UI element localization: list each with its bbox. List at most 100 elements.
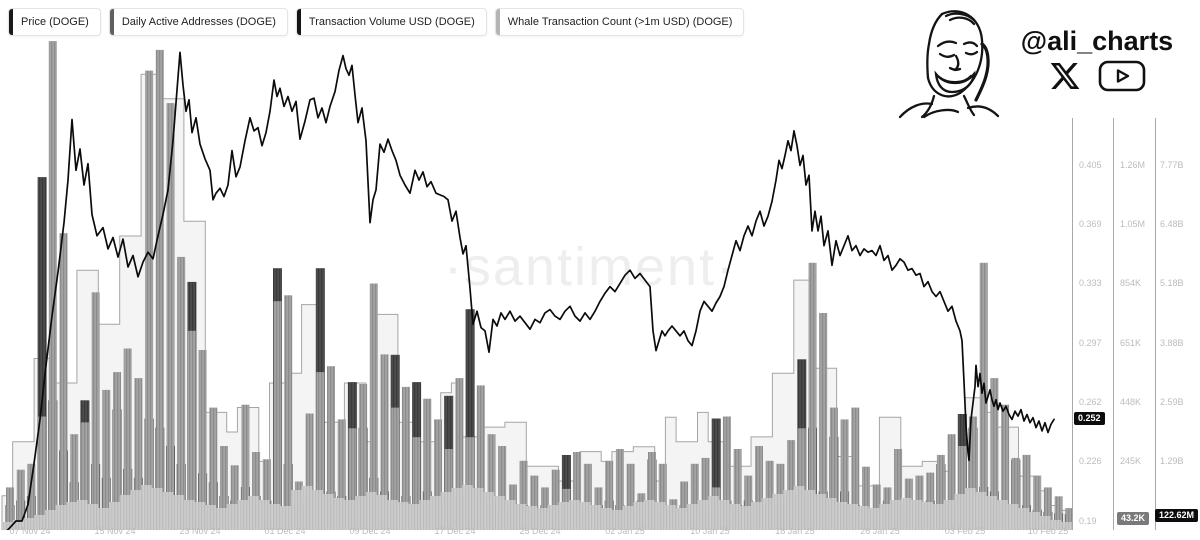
addresses-bar [733,449,742,530]
addresses-bar [829,407,838,530]
branding-block: @ali_charts [894,2,1194,120]
axis-tick-label: 245K [1120,456,1142,466]
axis-tick-label: 0.297 [1079,338,1102,348]
date-label: 10 Feb 25 [1027,526,1069,536]
addresses-bar [808,262,817,530]
axis-tick-label: 651K [1120,338,1142,348]
addresses-bar [1001,404,1010,530]
addresses-bar [220,446,228,530]
legend-button-1[interactable]: Daily Active Addresses (DOGE) [108,8,288,36]
bottom-band-area [2,485,1072,530]
addresses-bar [327,366,335,530]
date-label: 03 Feb 25 [944,526,986,536]
date-label: 18 Jan 25 [775,526,815,536]
date-label: 17 Dec 24 [434,526,476,536]
price-line [6,51,1055,530]
axis-tick-label: 1.29B [1160,456,1184,466]
addresses-bar [59,233,68,530]
addresses-axis-line [1113,118,1114,530]
date-label: 23 Nov 24 [179,526,221,536]
legend-button-3[interactable]: Whale Transaction Count (>1m USD) (DOGE) [494,8,745,36]
addresses-bar [241,404,250,530]
legend-bar: Price (DOGE) Daily Active Addresses (DOGE… [8,8,745,36]
addresses-bar [701,457,710,530]
date-label: 07 Nov 24 [9,526,51,536]
date-label: 02 Jan 25 [605,526,645,536]
axis-tick-label: 0.405 [1079,160,1102,170]
addresses-bar [797,428,806,530]
addresses-bar [551,469,560,530]
axis-tick-label: 448K [1120,397,1142,407]
youtube-logo-icon [1098,60,1146,92]
addresses-bar [284,295,293,530]
addresses-bar [434,419,442,530]
addresses-bar [936,454,945,530]
addresses-bar [990,378,999,530]
addresses-bar [348,428,357,530]
addresses-bar [91,292,100,530]
addresses-bar [979,262,988,530]
addresses-bar [27,463,36,530]
axis-tick-label: 6.48B [1160,219,1184,229]
addresses-bar [862,466,870,530]
addresses-bar [6,487,14,530]
addresses-bar [615,449,624,530]
addresses-bar [1022,454,1031,530]
legend-color-chip [9,9,13,35]
axis-tick-label: 7.77B [1160,160,1184,170]
addresses-bar [209,407,218,530]
addresses-bar [273,301,282,530]
addresses-bar [819,313,828,530]
legend-label: Whale Transaction Count (>1m USD) (DOGE) [507,16,733,28]
addresses-bar [48,41,57,530]
addresses-bar [337,419,346,530]
addresses-bar [391,407,400,530]
volume-axis-line [1155,118,1156,530]
sketch-face-icon [898,10,1000,119]
legend-button-2[interactable]: Transaction Volume USD (DOGE) [295,8,487,36]
addresses-bar [755,446,763,530]
addresses-bar [744,475,753,530]
addresses-bar [123,348,132,530]
price-axis-line [1072,118,1073,530]
addresses-bar [894,449,903,530]
addresses-bar [466,437,475,530]
volume-bar [711,418,721,530]
addresses-bar [498,446,507,530]
price-current-badge: 0.252 [1074,412,1105,425]
axis-tick-label: 1.05M [1120,219,1146,229]
addresses-bar [423,398,432,530]
legend-button-0[interactable]: Price (DOGE) [8,8,101,36]
volume-current-badge: 122.62M [1155,509,1199,522]
addresses-bar [369,283,378,530]
addresses-bar [166,103,175,530]
addresses-bar [70,434,79,530]
addresses-bar [530,475,539,530]
axis-tick-label: 2.59B [1160,397,1184,407]
date-label: 25 Dec 24 [519,526,561,536]
addresses-bar [177,256,186,530]
addresses-bar [252,452,261,530]
addresses-bar [722,416,731,530]
addresses-bar [262,459,271,530]
axis-tick-label: 0.262 [1079,397,1102,407]
addresses-bar [1065,508,1072,530]
addresses-bar [840,419,849,530]
axis-tick-label: 1.26M [1120,160,1146,170]
addresses-bar [16,469,25,530]
legend-label: Daily Active Addresses (DOGE) [121,16,276,28]
addresses-bar [765,460,774,530]
addresses-bar [787,440,796,530]
axis-tick-label: 0.226 [1079,456,1102,466]
addresses-bar [1054,496,1063,530]
date-label: 01 Dec 24 [264,526,306,536]
date-label: 10 Jan 25 [690,526,730,536]
addresses-bar [412,437,421,530]
date-label: 15 Nov 24 [94,526,136,536]
addresses-bar [573,452,582,530]
addresses-bar [872,484,881,530]
twitter-handle: @ali_charts [1020,26,1174,56]
addresses-bar [230,465,239,530]
axis-tick-label: 0.19 [1079,516,1097,526]
